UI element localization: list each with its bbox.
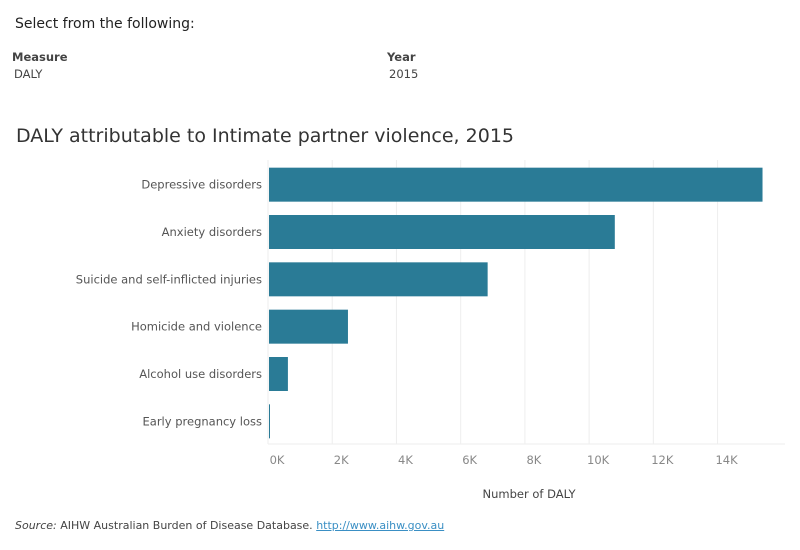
bar[interactable] [269,215,615,249]
x-tick-label: 14K [715,453,738,467]
category-label: Alcohol use disorders [139,367,262,381]
bar[interactable] [269,357,288,391]
intro-text: Select from the following: [15,16,195,32]
x-tick-label: 0K [270,453,285,467]
source-text: AIHW Australian Burden of Disease Databa… [60,519,313,532]
year-filter-value[interactable]: 2015 [389,67,419,81]
source-label: Source: [15,519,57,532]
bar[interactable] [269,309,348,344]
category-label: Depressive disorders [141,178,262,192]
measure-filter-value[interactable]: DALY [14,67,43,81]
bar[interactable] [269,404,270,439]
x-tick-label: 6K [462,453,477,467]
x-tick-label: 10K [587,453,610,467]
measure-filter-label: Measure [12,50,68,64]
category-label: Homicide and violence [131,320,262,334]
bar-chart: Depressive disorders Anxiety disorders Sui… [76,160,785,501]
x-tick-label: 12K [651,453,674,467]
category-label: Early pregnancy loss [143,414,262,428]
x-tick-label: 2K [334,453,349,467]
x-tick-label: 4K [398,453,413,467]
year-filter-label: Year [387,50,416,64]
category-label: Suicide and self-inflicted injuries [76,272,262,286]
bar[interactable] [269,262,488,297]
category-label: Anxiety disorders [162,225,262,239]
x-axis-title: Number of DALY [482,487,576,501]
chart-title: DALY attributable to Intimate partner vi… [16,125,514,147]
x-tick-label: 8K [526,453,541,467]
bar[interactable] [269,167,763,202]
source-link[interactable]: http://www.aihw.gov.au [316,519,445,532]
source-note: Source: AIHW Australian Burden of Diseas… [15,519,444,532]
